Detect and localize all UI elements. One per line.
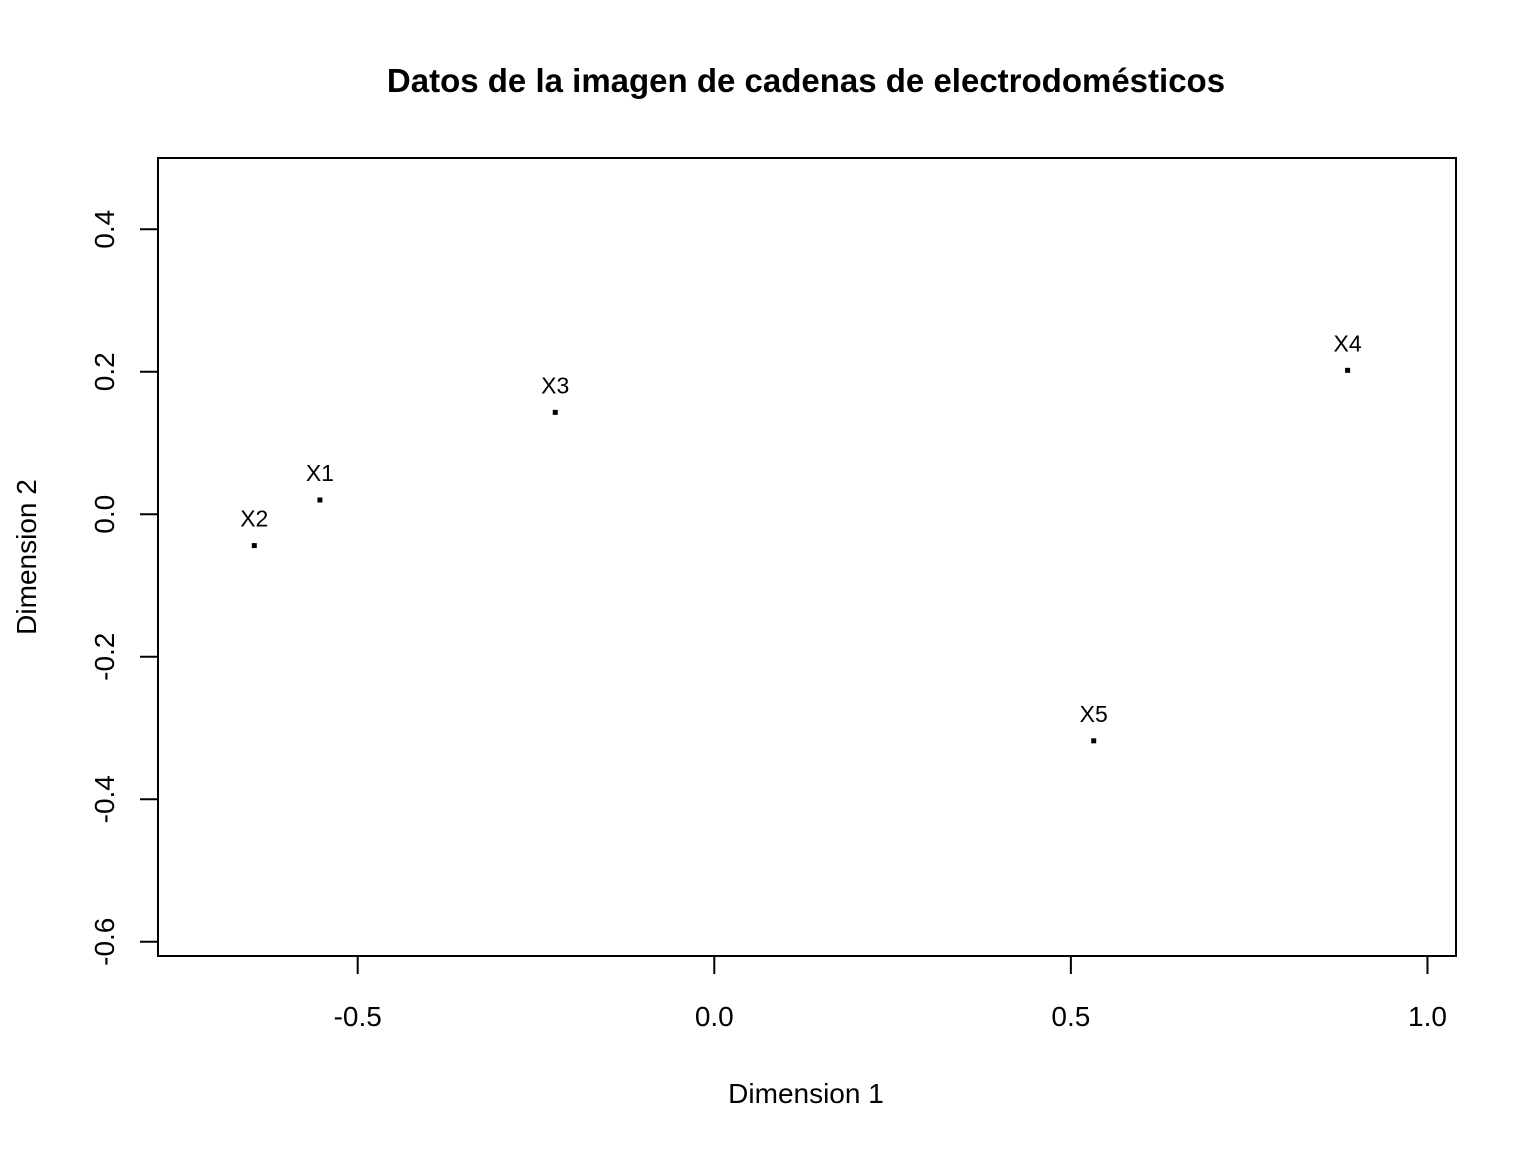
data-points: X1 X2 X3 X4 X5 bbox=[240, 330, 1362, 744]
x-tick-label: 0.5 bbox=[1051, 1001, 1090, 1032]
data-point-x5 bbox=[1091, 738, 1097, 744]
x-tick-label: 1.0 bbox=[1408, 1001, 1447, 1032]
chart-title: Datos de la imagen de cadenas de electro… bbox=[387, 62, 1225, 99]
x-axis: -0.5 0.0 0.5 1.0 bbox=[334, 955, 1447, 1032]
y-tick-label: -0.4 bbox=[89, 775, 120, 823]
data-point-x3 bbox=[552, 409, 558, 415]
point-label-x4: X4 bbox=[1334, 330, 1362, 356]
y-tick-label: 0.0 bbox=[89, 495, 120, 534]
data-point-x2 bbox=[251, 543, 257, 549]
y-axis-label: Dimension 2 bbox=[11, 479, 42, 635]
y-axis: -0.6 -0.4 -0.2 0.0 0.2 0.4 bbox=[89, 210, 159, 966]
point-label-x3: X3 bbox=[541, 372, 569, 398]
point-label-x5: X5 bbox=[1080, 701, 1108, 727]
y-tick-label: -0.2 bbox=[89, 633, 120, 681]
x-tick-label: -0.5 bbox=[334, 1001, 382, 1032]
plot-frame bbox=[157, 157, 1457, 957]
x-axis-label: Dimension 1 bbox=[728, 1078, 884, 1109]
x-tick-label: 0.0 bbox=[695, 1001, 734, 1032]
y-tick-label: 0.2 bbox=[89, 352, 120, 391]
data-point-x1 bbox=[317, 497, 323, 503]
y-tick-label: -0.6 bbox=[89, 918, 120, 966]
point-label-x2: X2 bbox=[240, 506, 268, 532]
point-label-x1: X1 bbox=[306, 460, 334, 486]
data-point-x4 bbox=[1345, 367, 1351, 373]
y-tick-label: 0.4 bbox=[89, 210, 120, 249]
